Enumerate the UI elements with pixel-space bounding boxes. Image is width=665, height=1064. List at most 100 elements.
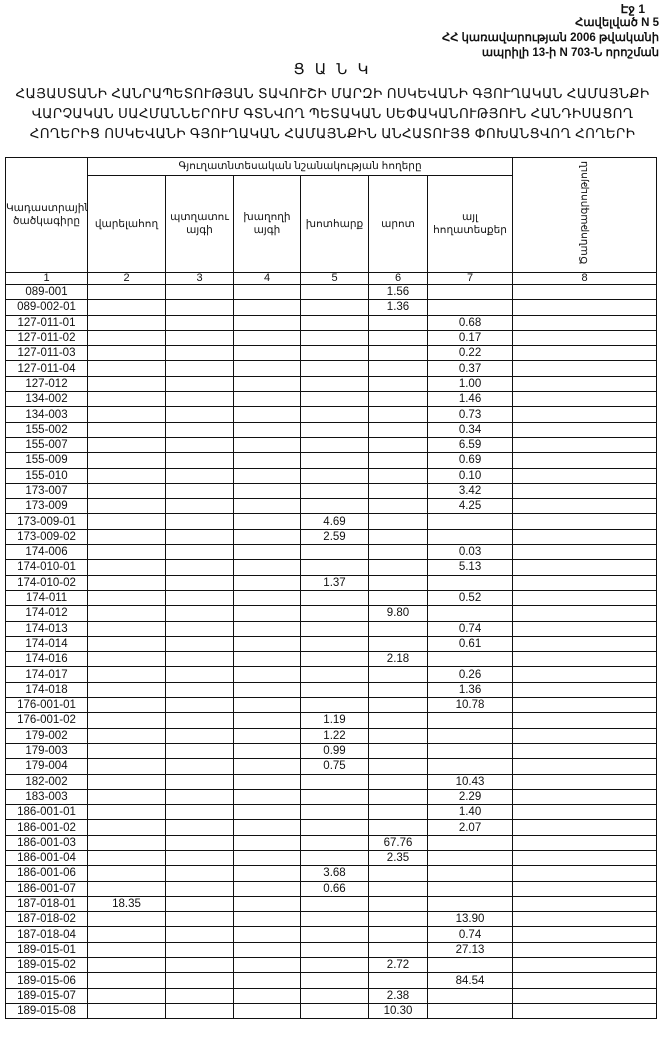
area-cell <box>368 544 428 561</box>
table-row: 189-015-02 2.72 <box>5 957 658 974</box>
area-cell: 0.74 <box>426 926 514 943</box>
area-cell <box>368 788 428 806</box>
area-cell <box>512 804 658 821</box>
table-row: 155-009 0.69 <box>5 452 658 469</box>
area-cell <box>233 482 301 500</box>
area-cell <box>165 819 234 836</box>
area-cell <box>512 865 658 882</box>
cadastral-code-cell: 134-003 <box>5 406 88 423</box>
cadastral-code-cell: 173-009-02 <box>5 528 88 546</box>
area-cell <box>368 697 428 714</box>
cadastral-code-cell: 187-018-02 <box>5 911 88 928</box>
area-cell <box>233 314 301 331</box>
area-cell: 0.03 <box>426 544 514 561</box>
area-cell <box>87 972 166 989</box>
area-cell <box>233 819 301 836</box>
area-cell <box>87 452 166 469</box>
area-cell <box>368 345 428 362</box>
cadastral-code-cell: 134-002 <box>5 391 88 408</box>
area-cell <box>165 849 234 867</box>
area-cell: 1.22 <box>300 727 369 744</box>
area-cell <box>368 727 428 744</box>
area-cell <box>233 666 301 683</box>
area-cell <box>300 666 369 683</box>
area-cell <box>368 911 428 928</box>
area-cell <box>233 742 301 760</box>
annex-line: ՀՀ կառավարության 2006 թվականի <box>441 32 659 44</box>
area-cell: 2.72 <box>368 957 428 974</box>
table-row: 176-001-01 10.78 <box>5 697 658 714</box>
area-cell <box>300 635 369 653</box>
area-cell: 0.73 <box>426 406 514 423</box>
area-cell <box>165 559 234 576</box>
area-cell <box>512 742 658 760</box>
area-cell <box>512 467 658 484</box>
area-cell <box>426 727 514 744</box>
list-title: Ց Ա Ն Կ <box>293 61 372 78</box>
cadastral-code-cell: 174-010-01 <box>5 559 88 576</box>
area-cell <box>300 620 369 637</box>
area-cell <box>233 804 301 821</box>
area-cell <box>165 620 234 637</box>
area-cell <box>300 987 369 1004</box>
table-row: 182-002 10.43 <box>5 773 658 790</box>
area-cell <box>368 329 428 347</box>
area-cell <box>165 926 234 943</box>
note-label: Ծանոթագրություն <box>578 161 591 265</box>
area-cell <box>300 1002 369 1020</box>
area-cell: 0.66 <box>300 880 369 897</box>
area-cell <box>426 605 514 622</box>
area-cell <box>87 345 166 362</box>
area-cell <box>165 865 234 882</box>
table-row: 174-013 0.74 <box>5 620 658 637</box>
area-cell <box>87 941 166 959</box>
area-cell <box>233 635 301 653</box>
area-cell <box>426 849 514 867</box>
area-cell <box>87 589 166 607</box>
area-cell <box>512 375 658 393</box>
table-row: 179-002 1.22 <box>5 727 658 744</box>
area-cell: 0.69 <box>426 452 514 469</box>
area-cell: 1.36 <box>426 681 514 699</box>
area-cell: 13.90 <box>426 911 514 928</box>
area-cell <box>233 712 301 729</box>
table-row: 134-003 0.73 <box>5 406 658 423</box>
cadastral-code-cell: 174-012 <box>5 605 88 622</box>
cadastral-code-cell: 127-011-01 <box>5 314 88 331</box>
area-cell <box>300 605 369 622</box>
area-cell <box>512 819 658 836</box>
area-cell <box>233 375 301 393</box>
area-cell <box>368 574 428 591</box>
area-cell: 0.52 <box>426 589 514 607</box>
area-cell <box>512 283 658 301</box>
cadastral-code-cell: 174-018 <box>5 681 88 699</box>
area-cell <box>87 559 166 576</box>
annex-line: Հավելված N 5 <box>575 17 659 29</box>
area-cell <box>233 345 301 362</box>
area-cell <box>368 880 428 897</box>
annex-reference: Հավելված N 5 ՀՀ կառավարության 2006 թվակա… <box>442 16 659 61</box>
area-cell <box>512 972 658 989</box>
cadastral-code-cell: 174-017 <box>5 666 88 683</box>
area-cell <box>512 360 658 377</box>
area-cell: 2.18 <box>368 651 428 668</box>
area-cell: 4.69 <box>300 513 369 530</box>
area-cell <box>300 681 369 699</box>
area-cell <box>368 819 428 836</box>
cadastral-code-cell: 189-015-07 <box>5 987 88 1004</box>
area-cell <box>165 666 234 683</box>
cadastral-code-cell: 189-015-02 <box>5 957 88 974</box>
area-cell <box>512 574 658 591</box>
cadastral-code-cell: 174-006 <box>5 544 88 561</box>
area-cell <box>165 773 234 790</box>
area-cell <box>233 727 301 744</box>
table-row: 155-007 6.59 <box>5 436 658 454</box>
area-cell <box>233 360 301 377</box>
area-cell <box>87 987 166 1004</box>
area-cell <box>300 482 369 500</box>
table-row: 134-002 1.46 <box>5 391 658 408</box>
area-cell <box>233 467 301 484</box>
area-cell <box>233 589 301 607</box>
area-cell <box>165 911 234 928</box>
